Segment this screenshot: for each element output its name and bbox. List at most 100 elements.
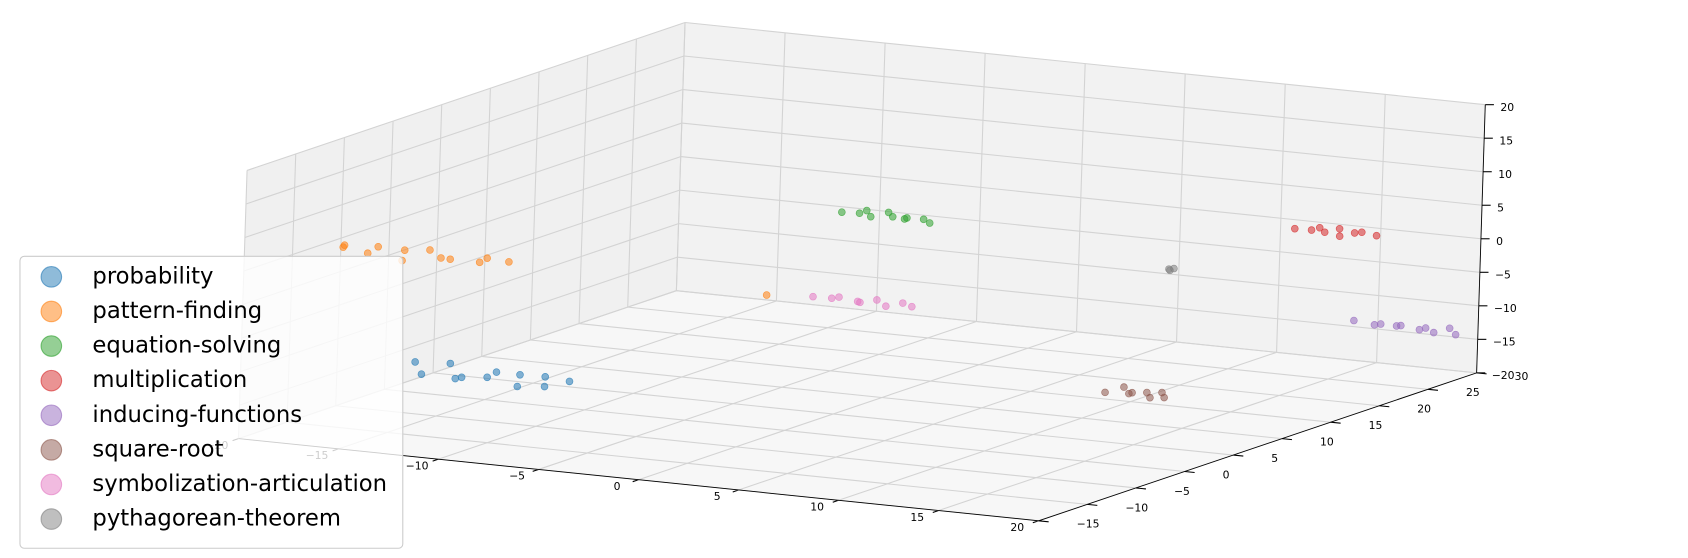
grid-line	[677, 256, 1478, 340]
legend-marker	[40, 300, 63, 323]
grid-line	[530, 339, 1331, 423]
tick-mark	[1330, 421, 1341, 424]
point	[899, 299, 907, 307]
point	[882, 302, 890, 310]
grid-line	[838, 351, 1277, 501]
legend-label: pythagorean-theorem	[92, 506, 341, 532]
point	[888, 212, 897, 221]
point	[1429, 328, 1438, 337]
z-tick-label: −10	[1494, 302, 1517, 315]
x-tick-label: 15	[910, 511, 924, 524]
tick-mark	[1087, 503, 1098, 506]
z-tick-label: 5	[1497, 201, 1504, 214]
point	[1376, 320, 1385, 328]
y-tick-label: 20	[1417, 403, 1431, 416]
tick-mark	[1135, 487, 1147, 490]
grid-line	[682, 89, 1484, 173]
z-tick-label: 10	[1498, 168, 1512, 181]
grid-line	[738, 341, 1177, 491]
grid-line	[538, 320, 977, 470]
point	[1451, 330, 1460, 339]
grid-line	[938, 362, 1377, 512]
point	[475, 258, 484, 267]
point	[762, 291, 771, 299]
legend-marker	[40, 473, 63, 496]
grid-line	[678, 223, 1479, 307]
grid-line	[579, 323, 1380, 407]
grid-line	[335, 405, 1137, 489]
point	[516, 371, 524, 379]
legend-label: inducing-functions	[92, 402, 302, 428]
y-tick-label: −10	[1125, 501, 1148, 514]
point	[866, 212, 875, 221]
y-tick-label: 5	[1271, 452, 1278, 465]
z-tick-label: 20	[1500, 101, 1514, 114]
point	[1335, 232, 1344, 241]
legend-marker	[40, 508, 63, 530]
point	[903, 214, 911, 222]
z-tick-label: −5	[1495, 269, 1511, 282]
point	[1146, 393, 1154, 402]
grid-line	[627, 306, 1429, 390]
point	[1120, 383, 1128, 391]
point	[873, 296, 881, 304]
x-tick-label: 5	[714, 490, 721, 503]
z-tick-label: −20	[1492, 369, 1515, 382]
point	[856, 298, 864, 307]
legend-label: square-root	[92, 436, 223, 462]
tick-mark	[1233, 454, 1244, 457]
grid-line	[676, 290, 1477, 374]
point	[374, 242, 382, 251]
legend-label: symbolization-articulation	[92, 471, 387, 497]
point	[1170, 264, 1178, 273]
legend-marker	[40, 266, 63, 288]
y-tick-label: 25	[1466, 386, 1480, 399]
point	[411, 358, 419, 366]
point	[925, 219, 934, 227]
point	[451, 374, 460, 383]
x-tick-label: 20	[1010, 521, 1024, 534]
point	[1315, 223, 1324, 232]
grid-line	[433, 372, 1234, 456]
point	[1370, 321, 1379, 329]
tick-mark	[1184, 470, 1195, 474]
point	[400, 246, 409, 254]
point	[1415, 325, 1424, 334]
point	[483, 254, 491, 262]
grid-line	[684, 21, 1486, 106]
point	[339, 243, 347, 251]
point	[1350, 316, 1358, 325]
point	[1101, 388, 1109, 397]
grid-line	[384, 388, 1185, 473]
y-axis	[1038, 372, 1477, 522]
point	[437, 254, 445, 262]
point	[540, 382, 549, 391]
grid-line	[245, 55, 685, 205]
point	[1128, 388, 1136, 397]
legend-frame	[19, 255, 404, 549]
point	[809, 292, 817, 301]
legend-label: pattern-finding	[92, 298, 262, 324]
point	[446, 255, 455, 264]
point	[835, 293, 843, 301]
x-tick-label: 0	[614, 480, 621, 493]
y-tick-label: 0	[1223, 468, 1230, 481]
point	[1358, 228, 1366, 237]
legend-marker	[40, 335, 63, 357]
point	[855, 209, 864, 218]
point	[1397, 321, 1405, 330]
point	[827, 294, 836, 303]
tick-mark	[1427, 388, 1439, 391]
grid-line	[638, 331, 1077, 481]
point	[483, 373, 491, 382]
legend-marker	[40, 369, 63, 392]
point	[1372, 231, 1381, 240]
x-tick-label: −5	[509, 470, 525, 483]
point	[862, 206, 871, 215]
point	[1350, 229, 1359, 237]
grid-line	[683, 55, 1485, 139]
point	[426, 246, 434, 254]
tick-mark	[1281, 438, 1293, 441]
legend-marker	[40, 439, 63, 461]
